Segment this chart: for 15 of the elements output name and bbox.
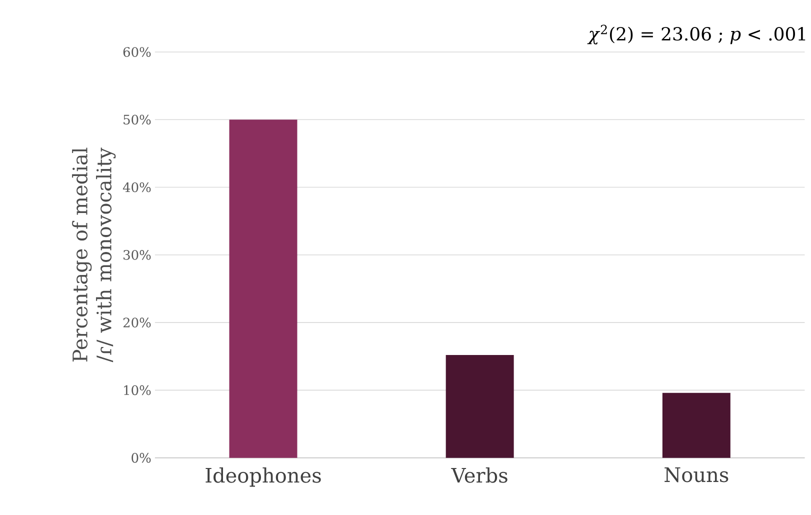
y-tick-label: 30% [124,250,151,260]
x-tick-label: Nouns [664,467,728,482]
y-axis-title: Percentage of medial /ɾ/ with monovocality [72,148,116,362]
x-tick-label: Verbs [451,467,508,483]
text: χ$^{2}$(2) = 23.06 ; p < .001 [587,24,806,44]
y-tick-label: 20% [123,318,151,328]
y-tick-label: 10% [124,385,151,396]
bar [662,392,730,458]
y-tick-label: 60% [123,47,151,57]
y-tick-label: 40% [122,182,151,192]
x-tick-label: Ideophones [206,467,321,487]
bar [446,355,514,458]
bar [229,120,298,458]
y-tick-label: 50% [124,114,151,125]
y-tick-label: 0% [132,453,151,463]
